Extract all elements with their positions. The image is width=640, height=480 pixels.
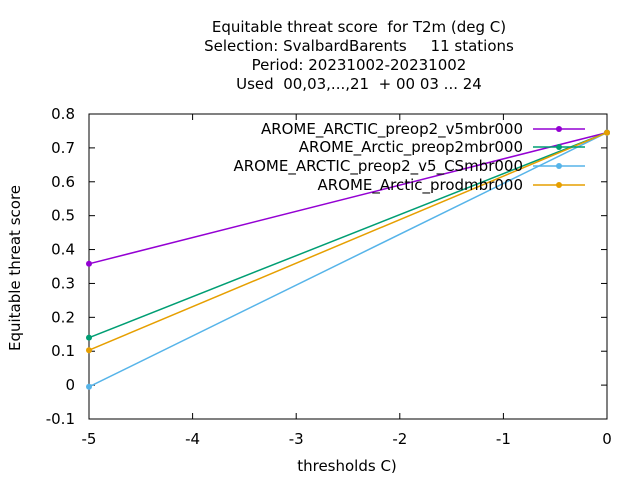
x-tick-label: -2 xyxy=(392,430,407,448)
y-tick-label: 0.5 xyxy=(51,207,75,225)
series-point xyxy=(86,260,92,267)
legend-swatch-point xyxy=(556,126,562,132)
legend-label: AROME_ARCTIC_preop2_v5_CSmbr000 xyxy=(233,157,523,176)
title-line: Period: 20231002-20231002 xyxy=(252,56,467,74)
series-line xyxy=(88,131,608,339)
y-axis-ticks: -0.1 0 0.1 0.2 0.3 0.4 0.5 0.6 0.7 0.8 xyxy=(46,105,607,428)
series-point xyxy=(86,383,92,390)
legend-label: AROME_Arctic_prodmbr000 xyxy=(317,176,523,195)
series-line xyxy=(88,131,608,388)
series-line xyxy=(88,131,608,265)
title-line: Equitable threat score for T2m (deg C) xyxy=(212,18,506,36)
legend-label: AROME_Arctic_preop2mbr000 xyxy=(299,138,523,157)
x-tick-label: 0 xyxy=(602,430,612,448)
legend-swatch-point xyxy=(556,144,562,150)
x-axis-label: thresholds C) xyxy=(297,457,397,475)
y-tick-label: 0.1 xyxy=(51,342,75,360)
x-tick-label: -5 xyxy=(82,430,97,448)
chart-title: Equitable threat score for T2m (deg C)Se… xyxy=(204,18,514,93)
legend: AROME_ARCTIC_preop2_v5mbr000AROME_Arctic… xyxy=(233,120,585,195)
legend-label: AROME_ARCTIC_preop2_v5mbr000 xyxy=(261,120,523,139)
y-tick-label: 0.3 xyxy=(51,274,75,292)
x-axis-ticks: -5 -4 -3 -2 -1 0 xyxy=(82,114,612,448)
y-tick-label: 0.8 xyxy=(51,105,75,123)
y-axis-label: Equitable threat score xyxy=(6,185,24,351)
legend-swatch-point xyxy=(556,182,562,188)
title-line: Used 00,03,...,21 + 00 03 ... 24 xyxy=(236,75,482,93)
y-tick-label: 0.6 xyxy=(51,173,75,191)
x-tick-label: -3 xyxy=(289,430,304,448)
series-line xyxy=(88,131,608,351)
x-tick-label: -4 xyxy=(185,430,200,448)
series-point xyxy=(86,347,92,354)
data-series xyxy=(86,129,610,390)
y-tick-label: 0.2 xyxy=(51,308,75,326)
series-point xyxy=(604,129,610,136)
title-line: Selection: SvalbardBarents 11 stations xyxy=(204,37,514,55)
y-tick-label: 0.4 xyxy=(51,241,75,259)
x-tick-label: -1 xyxy=(496,430,511,448)
y-tick-label: 0 xyxy=(65,376,75,394)
y-tick-label: 0.7 xyxy=(51,139,75,157)
series-point xyxy=(86,334,92,341)
y-tick-label: -0.1 xyxy=(46,410,75,428)
legend-swatch-point xyxy=(556,163,562,169)
